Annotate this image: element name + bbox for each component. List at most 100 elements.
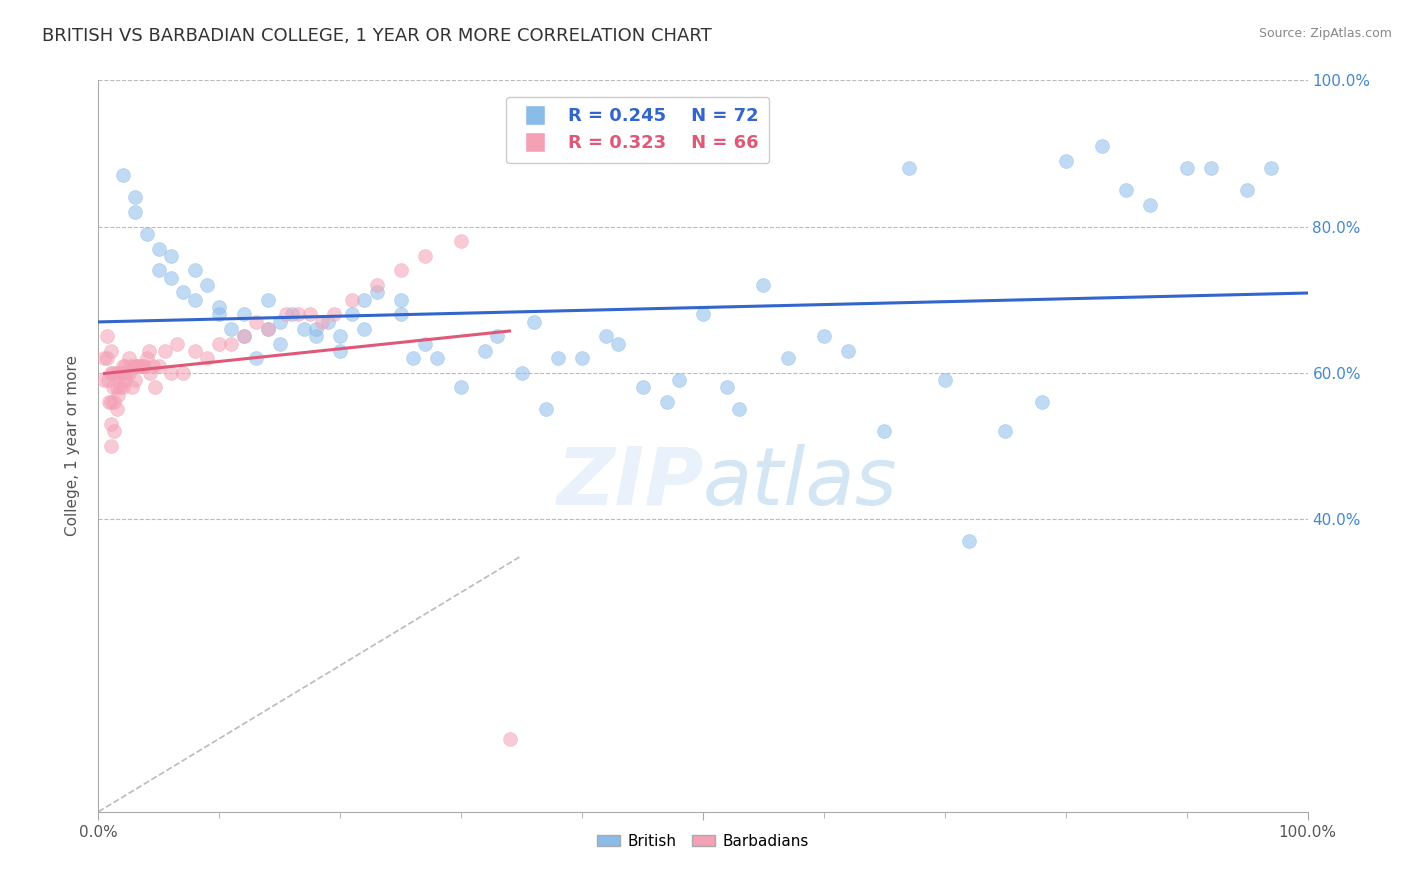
Point (311, 315, 333, 329)
Point (208, 307, 231, 321)
Point (256, 322, 278, 336)
Point (994, 425, 1017, 439)
Point (1139, 197, 1161, 211)
Point (631, 380, 654, 394)
Point (1260, 161, 1282, 175)
Point (160, 249, 183, 263)
Point (100, 417, 122, 431)
Point (124, 359, 146, 373)
Point (100, 439, 122, 453)
Point (1115, 183, 1137, 197)
Point (96, 351, 118, 366)
Point (124, 205, 146, 219)
Point (292, 322, 315, 336)
Point (897, 161, 920, 175)
Legend: British, Barbadians: British, Barbadians (591, 828, 815, 855)
Point (389, 307, 412, 321)
Point (221, 336, 243, 351)
Point (100, 366, 122, 380)
Point (160, 270, 183, 285)
Point (208, 300, 231, 314)
Y-axis label: College, 1 year or more: College, 1 year or more (65, 356, 80, 536)
Point (1091, 139, 1114, 153)
Point (127, 359, 149, 373)
Point (148, 359, 170, 373)
Point (115, 366, 138, 380)
Point (101, 366, 124, 380)
Point (316, 315, 339, 329)
Point (232, 329, 254, 343)
Point (389, 293, 412, 307)
Point (172, 285, 194, 300)
Point (103, 395, 125, 409)
Point (1054, 153, 1077, 168)
Point (143, 380, 166, 394)
Point (111, 169, 134, 183)
Point (245, 315, 267, 329)
Point (118, 366, 141, 380)
Point (547, 351, 569, 366)
Point (353, 322, 375, 336)
Point (135, 351, 157, 366)
Point (305, 322, 328, 336)
Point (837, 343, 859, 358)
Point (103, 425, 125, 439)
Point (124, 190, 146, 204)
Text: BRITISH VS BARBADIAN COLLEGE, 1 YEAR OR MORE CORRELATION CHART: BRITISH VS BARBADIAN COLLEGE, 1 YEAR OR … (42, 27, 711, 45)
Point (96, 329, 118, 343)
Point (160, 366, 183, 380)
Point (100, 395, 122, 409)
Point (129, 359, 152, 373)
Point (366, 278, 388, 293)
Point (114, 373, 136, 387)
Point (184, 263, 207, 277)
Point (474, 343, 496, 358)
Point (100, 343, 122, 358)
Point (184, 293, 207, 307)
Point (97, 373, 120, 387)
Point (1175, 161, 1198, 175)
Point (232, 329, 254, 343)
Point (166, 336, 188, 351)
Point (305, 329, 328, 343)
Point (534, 402, 557, 417)
Point (132, 359, 155, 373)
Point (208, 336, 231, 351)
Point (134, 359, 156, 373)
Point (486, 329, 509, 343)
Point (114, 359, 136, 373)
Text: atlas: atlas (703, 443, 898, 522)
Point (329, 343, 352, 358)
Point (256, 293, 278, 307)
Point (139, 366, 162, 380)
Point (148, 263, 170, 277)
Point (523, 315, 546, 329)
Point (107, 388, 129, 402)
Point (752, 278, 775, 293)
Point (93, 373, 115, 387)
Point (287, 307, 309, 321)
Point (450, 380, 472, 394)
Point (655, 395, 678, 409)
Point (353, 293, 375, 307)
Point (153, 343, 176, 358)
Point (413, 249, 436, 263)
Point (108, 380, 131, 394)
Text: Source: ZipAtlas.com: Source: ZipAtlas.com (1258, 27, 1392, 40)
Point (195, 351, 218, 366)
Point (329, 329, 352, 343)
Point (426, 351, 449, 366)
Point (1031, 395, 1053, 409)
Point (105, 366, 128, 380)
Point (221, 322, 243, 336)
Point (366, 285, 388, 300)
Point (1236, 183, 1258, 197)
Point (105, 402, 128, 417)
Point (813, 329, 835, 343)
Point (389, 263, 412, 277)
Text: ZIP: ZIP (555, 443, 703, 522)
Point (342, 293, 364, 307)
Point (256, 322, 278, 336)
Point (957, 534, 980, 549)
Point (323, 307, 346, 321)
